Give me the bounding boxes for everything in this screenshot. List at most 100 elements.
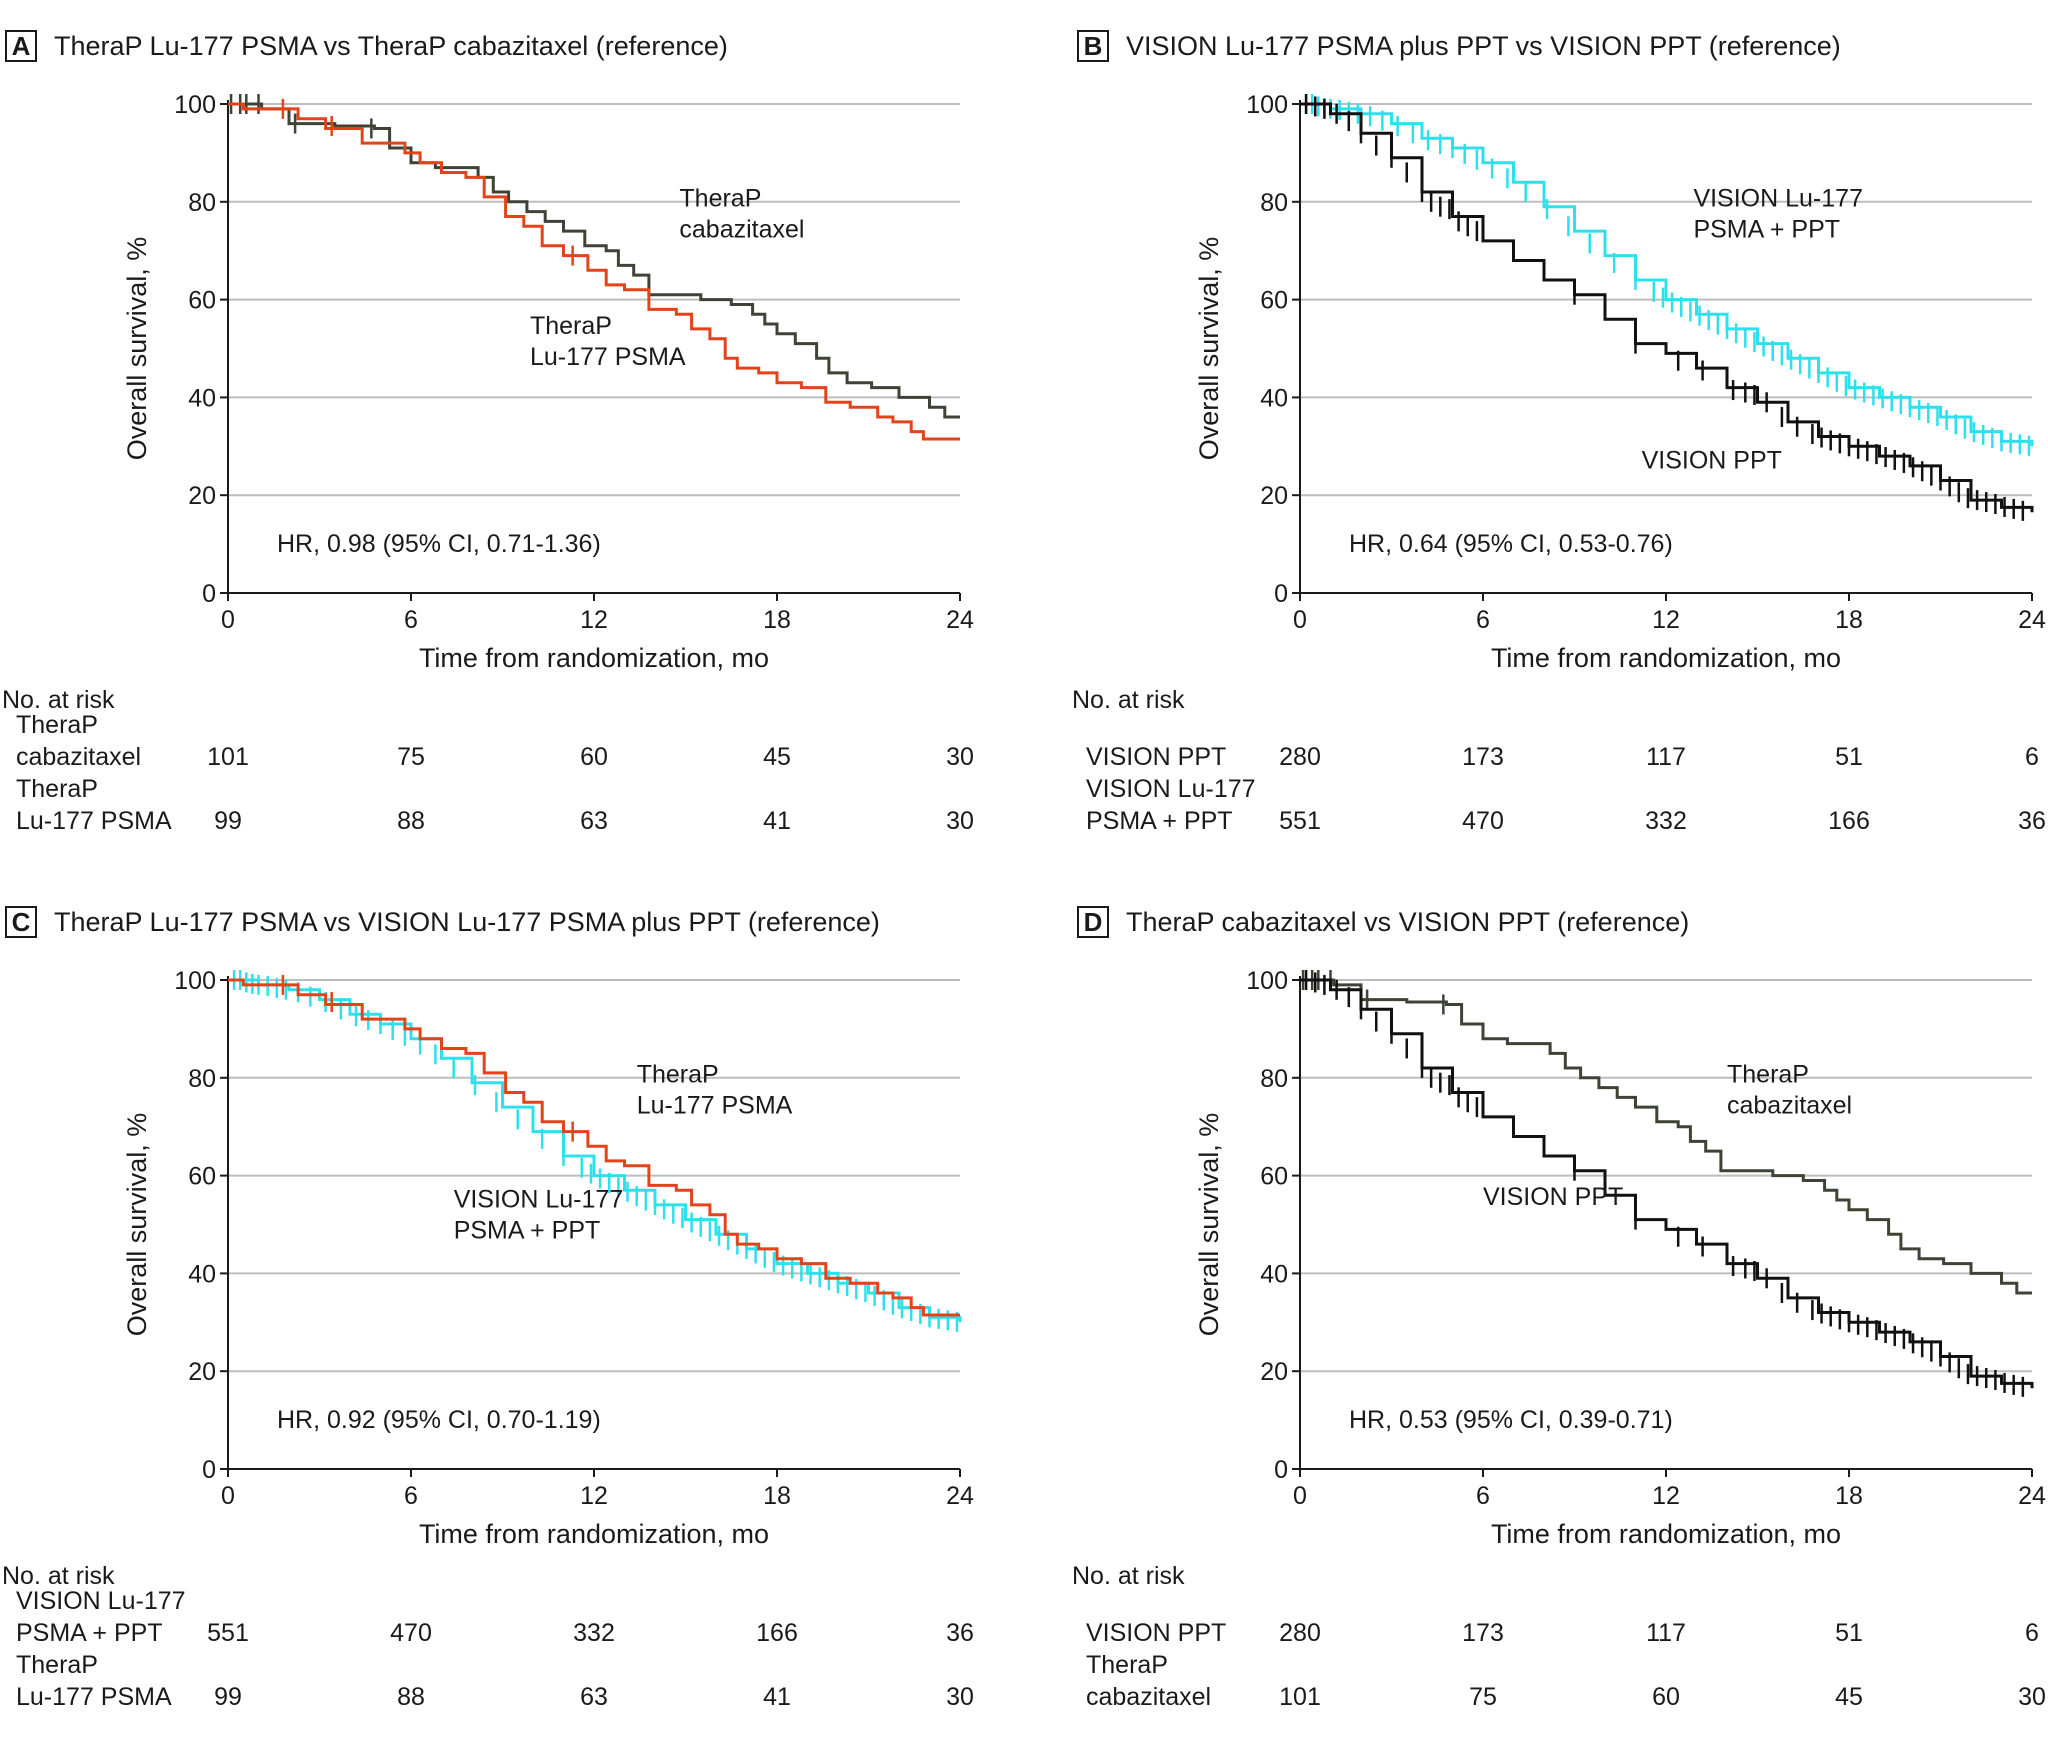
x-tick-label: 24 (2018, 606, 2046, 634)
hazard-ratio-text: HR, 0.92 (95% CI, 0.70-1.19) (277, 1406, 601, 1434)
risk-count: 101 (1279, 1683, 1321, 1711)
curve-label: VISION PPT (1483, 1183, 1623, 1211)
panel-title: VISION Lu-177 PSMA plus PPT vs VISION PP… (1126, 31, 1841, 61)
x-tick-label: 0 (1293, 1482, 1307, 1510)
survival-curve-therap-lu-177-psma (228, 102, 960, 441)
x-tick-label: 24 (946, 606, 974, 634)
x-tick-label: 18 (1835, 606, 1863, 634)
panel-letter-box (1077, 906, 1109, 938)
y-tick-label: 20 (188, 1358, 216, 1386)
y-tick-label: 100 (174, 91, 216, 119)
risk-count: 280 (1279, 743, 1321, 771)
curve-label: PSMA + PPT (1693, 216, 1840, 244)
panel-letter: B (1084, 31, 1103, 61)
risk-row-label: VISION PPT (1086, 1619, 1226, 1647)
risk-row-label: Lu-177 PSMA (16, 807, 172, 835)
y-tick-label: 40 (1260, 1260, 1288, 1288)
risk-count: 332 (573, 1619, 615, 1647)
panel-c: C TheraP Lu-177 PSMA vs VISION Lu-177 PSM… (2, 906, 974, 1711)
risk-count: 36 (2018, 807, 2046, 835)
risk-row-label: PSMA + PPT (16, 1619, 163, 1647)
y-tick-label: 100 (174, 967, 216, 995)
risk-count: 470 (1462, 807, 1504, 835)
risk-row-label: VISION Lu-177 (16, 1587, 186, 1615)
risk-row-label: TheraP (16, 711, 98, 739)
y-tick-label: 20 (188, 482, 216, 510)
risk-row-label: TheraP (1086, 1651, 1168, 1679)
risk-count: 30 (2018, 1683, 2046, 1711)
x-axis-title: Time from randomization, mo (1491, 643, 1841, 673)
risk-count: 88 (397, 807, 425, 835)
y-axis-title: Overall survival, % (122, 1113, 152, 1337)
x-tick-label: 18 (763, 1482, 791, 1510)
risk-count: 88 (397, 1683, 425, 1711)
x-tick-label: 6 (1476, 606, 1490, 634)
y-tick-label: 100 (1246, 967, 1288, 995)
curve-label: Lu-177 PSMA (530, 343, 686, 371)
panel-b: B VISION Lu-177 PSMA plus PPT vs VISION P… (1072, 30, 2046, 835)
y-tick-label: 40 (1260, 384, 1288, 412)
x-tick-label: 12 (1652, 606, 1680, 634)
risk-count: 30 (946, 807, 974, 835)
y-tick-label: 0 (1274, 580, 1288, 608)
x-tick-label: 18 (763, 606, 791, 634)
y-tick-label: 60 (1260, 287, 1288, 315)
panel-title: TheraP Lu-177 PSMA vs VISION Lu-177 PSMA… (54, 907, 880, 937)
risk-count: 99 (214, 807, 242, 835)
curve-label: TheraP (637, 1061, 719, 1089)
x-axis-title: Time from randomization, mo (419, 1519, 769, 1549)
y-tick-label: 60 (1260, 1163, 1288, 1191)
risk-count: 173 (1462, 1619, 1504, 1647)
risk-row-label: cabazitaxel (1086, 1683, 1211, 1711)
risk-count: 332 (1645, 807, 1687, 835)
risk-row-label: TheraP (16, 775, 98, 803)
risk-table-header: No. at risk (1072, 1562, 1185, 1590)
y-tick-label: 0 (202, 580, 216, 608)
risk-count: 75 (1469, 1683, 1497, 1711)
x-tick-label: 6 (1476, 1482, 1490, 1510)
risk-count: 51 (1835, 743, 1863, 771)
risk-count: 470 (390, 1619, 432, 1647)
risk-count: 75 (397, 743, 425, 771)
panel-letter-box (1077, 30, 1109, 62)
x-tick-label: 0 (221, 1482, 235, 1510)
risk-count: 117 (1646, 1619, 1686, 1647)
y-axis-title: Overall survival, % (1194, 237, 1224, 461)
y-tick-label: 0 (1274, 1456, 1288, 1484)
y-axis-title: Overall survival, % (1194, 1113, 1224, 1337)
risk-count: 99 (214, 1683, 242, 1711)
curve-label: VISION PPT (1642, 446, 1782, 474)
hazard-ratio-text: HR, 0.53 (95% CI, 0.39-0.71) (1349, 1406, 1673, 1434)
x-tick-label: 12 (580, 606, 608, 634)
risk-count: 30 (946, 1683, 974, 1711)
curve-label: PSMA + PPT (454, 1216, 601, 1244)
risk-row-label: Lu-177 PSMA (16, 1683, 172, 1711)
curve-label: cabazitaxel (1727, 1092, 1852, 1120)
panel-letter-box (5, 906, 37, 938)
y-tick-label: 80 (188, 1065, 216, 1093)
survival-curve-vision-lu-177-psma-ppt (228, 978, 962, 1323)
x-tick-label: 24 (946, 1482, 974, 1510)
risk-row-label: TheraP (16, 1651, 98, 1679)
hazard-ratio-text: HR, 0.64 (95% CI, 0.53-0.76) (1349, 530, 1673, 558)
risk-count: 117 (1646, 743, 1686, 771)
risk-count: 41 (763, 807, 791, 835)
panel-title: TheraP cabazitaxel vs VISION PPT (refere… (1126, 907, 1689, 937)
panel-d: D TheraP cabazitaxel vs VISION PPT (refer… (1072, 906, 2046, 1711)
y-axis-title: Overall survival, % (122, 237, 152, 461)
risk-count: 166 (1828, 807, 1870, 835)
risk-count: 63 (580, 1683, 608, 1711)
risk-row-label: VISION PPT (1086, 743, 1226, 771)
risk-count: 41 (763, 1683, 791, 1711)
risk-count: 51 (1835, 1619, 1863, 1647)
y-tick-label: 80 (1260, 189, 1288, 217)
panel-letter: A (12, 31, 31, 61)
panel-letter-box (5, 30, 37, 62)
risk-count: 173 (1462, 743, 1504, 771)
panel-a: A TheraP Lu-177 PSMA vs TheraP cabazitaxe… (2, 30, 974, 835)
panel-letter: C (12, 907, 31, 937)
risk-count: 45 (763, 743, 791, 771)
survival-curve-therap-cabazitaxel (1300, 978, 2032, 1295)
x-tick-label: 18 (1835, 1482, 1863, 1510)
